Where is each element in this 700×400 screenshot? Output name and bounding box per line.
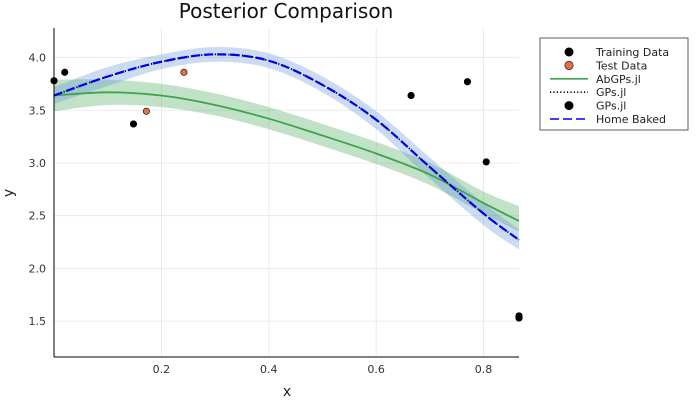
data-point: [142, 107, 150, 115]
x-tick-label: 0.6: [367, 363, 385, 376]
data-point: [407, 91, 415, 99]
point-layer: [50, 68, 523, 322]
legend-label: Test Data: [595, 59, 647, 72]
legend-label: GPs.jl: [596, 100, 626, 113]
x-tick-label: 0.8: [475, 363, 493, 376]
line-layer: [53, 53, 520, 241]
x-tick-label: 0.4: [260, 363, 278, 376]
data-point: [129, 120, 137, 128]
series-line: [53, 53, 520, 241]
y-tick-label: 1.5: [29, 315, 47, 328]
data-point: [482, 158, 490, 166]
y-tick-label: 3.5: [29, 104, 47, 117]
data-point: [463, 78, 471, 86]
y-tick-label: 2.0: [29, 262, 47, 275]
data-point: [515, 312, 523, 320]
legend-box: [539, 37, 689, 131]
series-line: [53, 91, 520, 222]
grid-layer: [54, 28, 519, 357]
x-tick-label: 0.2: [153, 363, 171, 376]
confidence-band: [54, 79, 519, 232]
legend-marker: [564, 47, 574, 57]
data-point: [61, 68, 69, 76]
y-tick-label: 4.0: [29, 52, 47, 65]
y-axis-title: y: [1, 189, 17, 197]
plot-area: [50, 28, 523, 358]
legend-label: Training Data: [595, 46, 669, 59]
legend-label: AbGPs.jl: [596, 73, 641, 86]
x-axis-title: x: [283, 384, 291, 400]
legend-marker: [564, 60, 574, 70]
band-layer: [54, 46, 519, 250]
tick-layer: 0.2 0.4 0.6 0.8 1.5 2.0 2.5 3.0 3.5 4.0: [29, 52, 493, 376]
legend-label: Home Baked: [596, 113, 666, 126]
legend-marker: [564, 101, 574, 111]
frame-layer: [53, 28, 519, 358]
data-point: [180, 68, 188, 76]
y-tick-label: 3.0: [29, 157, 47, 170]
y-tick-label: 2.5: [29, 210, 47, 223]
series-line: [53, 53, 520, 241]
chart-title: Posterior Comparison: [179, 0, 394, 23]
legend-label: GPs.jl: [596, 86, 626, 99]
